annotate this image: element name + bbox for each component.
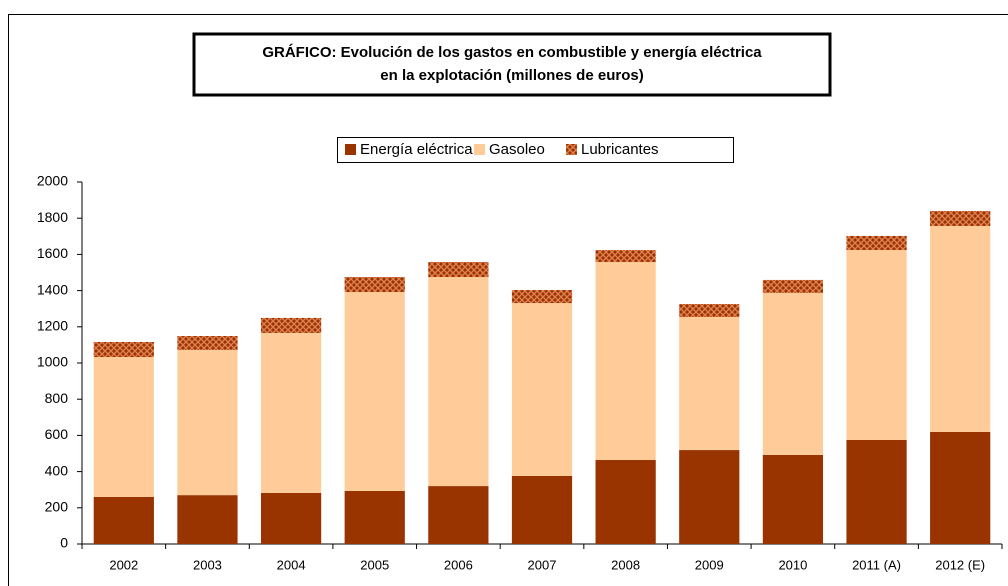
bar-segment bbox=[930, 225, 991, 432]
legend-swatch bbox=[345, 144, 356, 155]
y-tick-label: 1800 bbox=[37, 209, 68, 225]
bar-segment bbox=[595, 250, 656, 263]
bar-segment bbox=[344, 277, 405, 293]
bar-segment bbox=[762, 279, 824, 293]
bar-segment bbox=[595, 262, 656, 461]
y-tick-label: 400 bbox=[45, 462, 69, 478]
legend-box bbox=[337, 137, 734, 163]
bar-segment bbox=[511, 303, 573, 476]
bar-segment bbox=[177, 349, 238, 496]
bar-segment bbox=[428, 277, 489, 487]
legend-label: Gasoleo bbox=[489, 141, 545, 158]
bar-segment bbox=[762, 454, 824, 544]
bar-segment bbox=[511, 290, 573, 304]
bar-segment bbox=[93, 357, 154, 497]
bar-segment bbox=[93, 342, 154, 358]
bar-segment bbox=[595, 460, 656, 544]
bar-segment bbox=[846, 439, 907, 544]
bar-segment bbox=[930, 431, 991, 544]
bar-segment bbox=[177, 495, 238, 544]
y-tick-label: 2000 bbox=[37, 173, 68, 189]
bar-segment bbox=[679, 450, 740, 544]
bar-segment bbox=[846, 250, 907, 440]
bar-segment bbox=[762, 292, 824, 455]
y-tick-label: 1600 bbox=[37, 245, 68, 261]
legend-label: Energía eléctrica bbox=[360, 141, 473, 158]
bar-segment bbox=[846, 235, 907, 251]
chart-title: en la explotación (millones de euros) bbox=[380, 67, 643, 84]
bar-segment bbox=[260, 317, 322, 333]
bar-segment bbox=[260, 492, 322, 544]
y-tick-label: 600 bbox=[45, 426, 69, 442]
legend-swatch bbox=[566, 144, 577, 155]
bar-segment bbox=[428, 262, 489, 278]
bar-segment bbox=[511, 475, 573, 544]
bar-segment bbox=[260, 332, 322, 493]
x-tick-label: 2005 bbox=[360, 557, 389, 572]
bar-segment bbox=[177, 336, 238, 350]
x-tick-label: 2006 bbox=[444, 557, 473, 572]
x-tick-label: 2002 bbox=[109, 557, 138, 572]
bar-segment bbox=[93, 496, 154, 544]
bar-segment bbox=[344, 490, 405, 544]
x-tick-label: 2011 (A) bbox=[852, 557, 901, 572]
y-tick-label: 800 bbox=[45, 390, 69, 406]
x-tick-label: 2007 bbox=[528, 557, 557, 572]
bar-segment bbox=[930, 210, 991, 226]
frame bbox=[8, 14, 1008, 586]
y-tick-label: 1000 bbox=[37, 354, 68, 370]
x-tick-label: 2012 (E) bbox=[935, 557, 985, 572]
legend-label: Lubricantes bbox=[581, 141, 659, 158]
x-tick-label: 2004 bbox=[277, 557, 306, 572]
x-tick-label: 2008 bbox=[611, 557, 640, 572]
x-tick-label: 2003 bbox=[193, 557, 222, 572]
bar-segment bbox=[679, 303, 740, 318]
bar-segment bbox=[428, 486, 489, 544]
bar-segment bbox=[344, 292, 405, 491]
x-tick-label: 2009 bbox=[695, 557, 724, 572]
x-tick-label: 2010 bbox=[778, 557, 807, 572]
title-box bbox=[192, 32, 832, 97]
bar-segment bbox=[679, 317, 740, 451]
y-tick-label: 200 bbox=[45, 499, 69, 515]
y-tick-label: 1200 bbox=[37, 318, 68, 334]
legend-swatch bbox=[474, 144, 485, 155]
y-tick-label: 0 bbox=[60, 535, 68, 551]
y-tick-label: 1400 bbox=[37, 281, 68, 297]
chart-title: GRÁFICO: Evolución de los gastos en comb… bbox=[262, 44, 762, 61]
